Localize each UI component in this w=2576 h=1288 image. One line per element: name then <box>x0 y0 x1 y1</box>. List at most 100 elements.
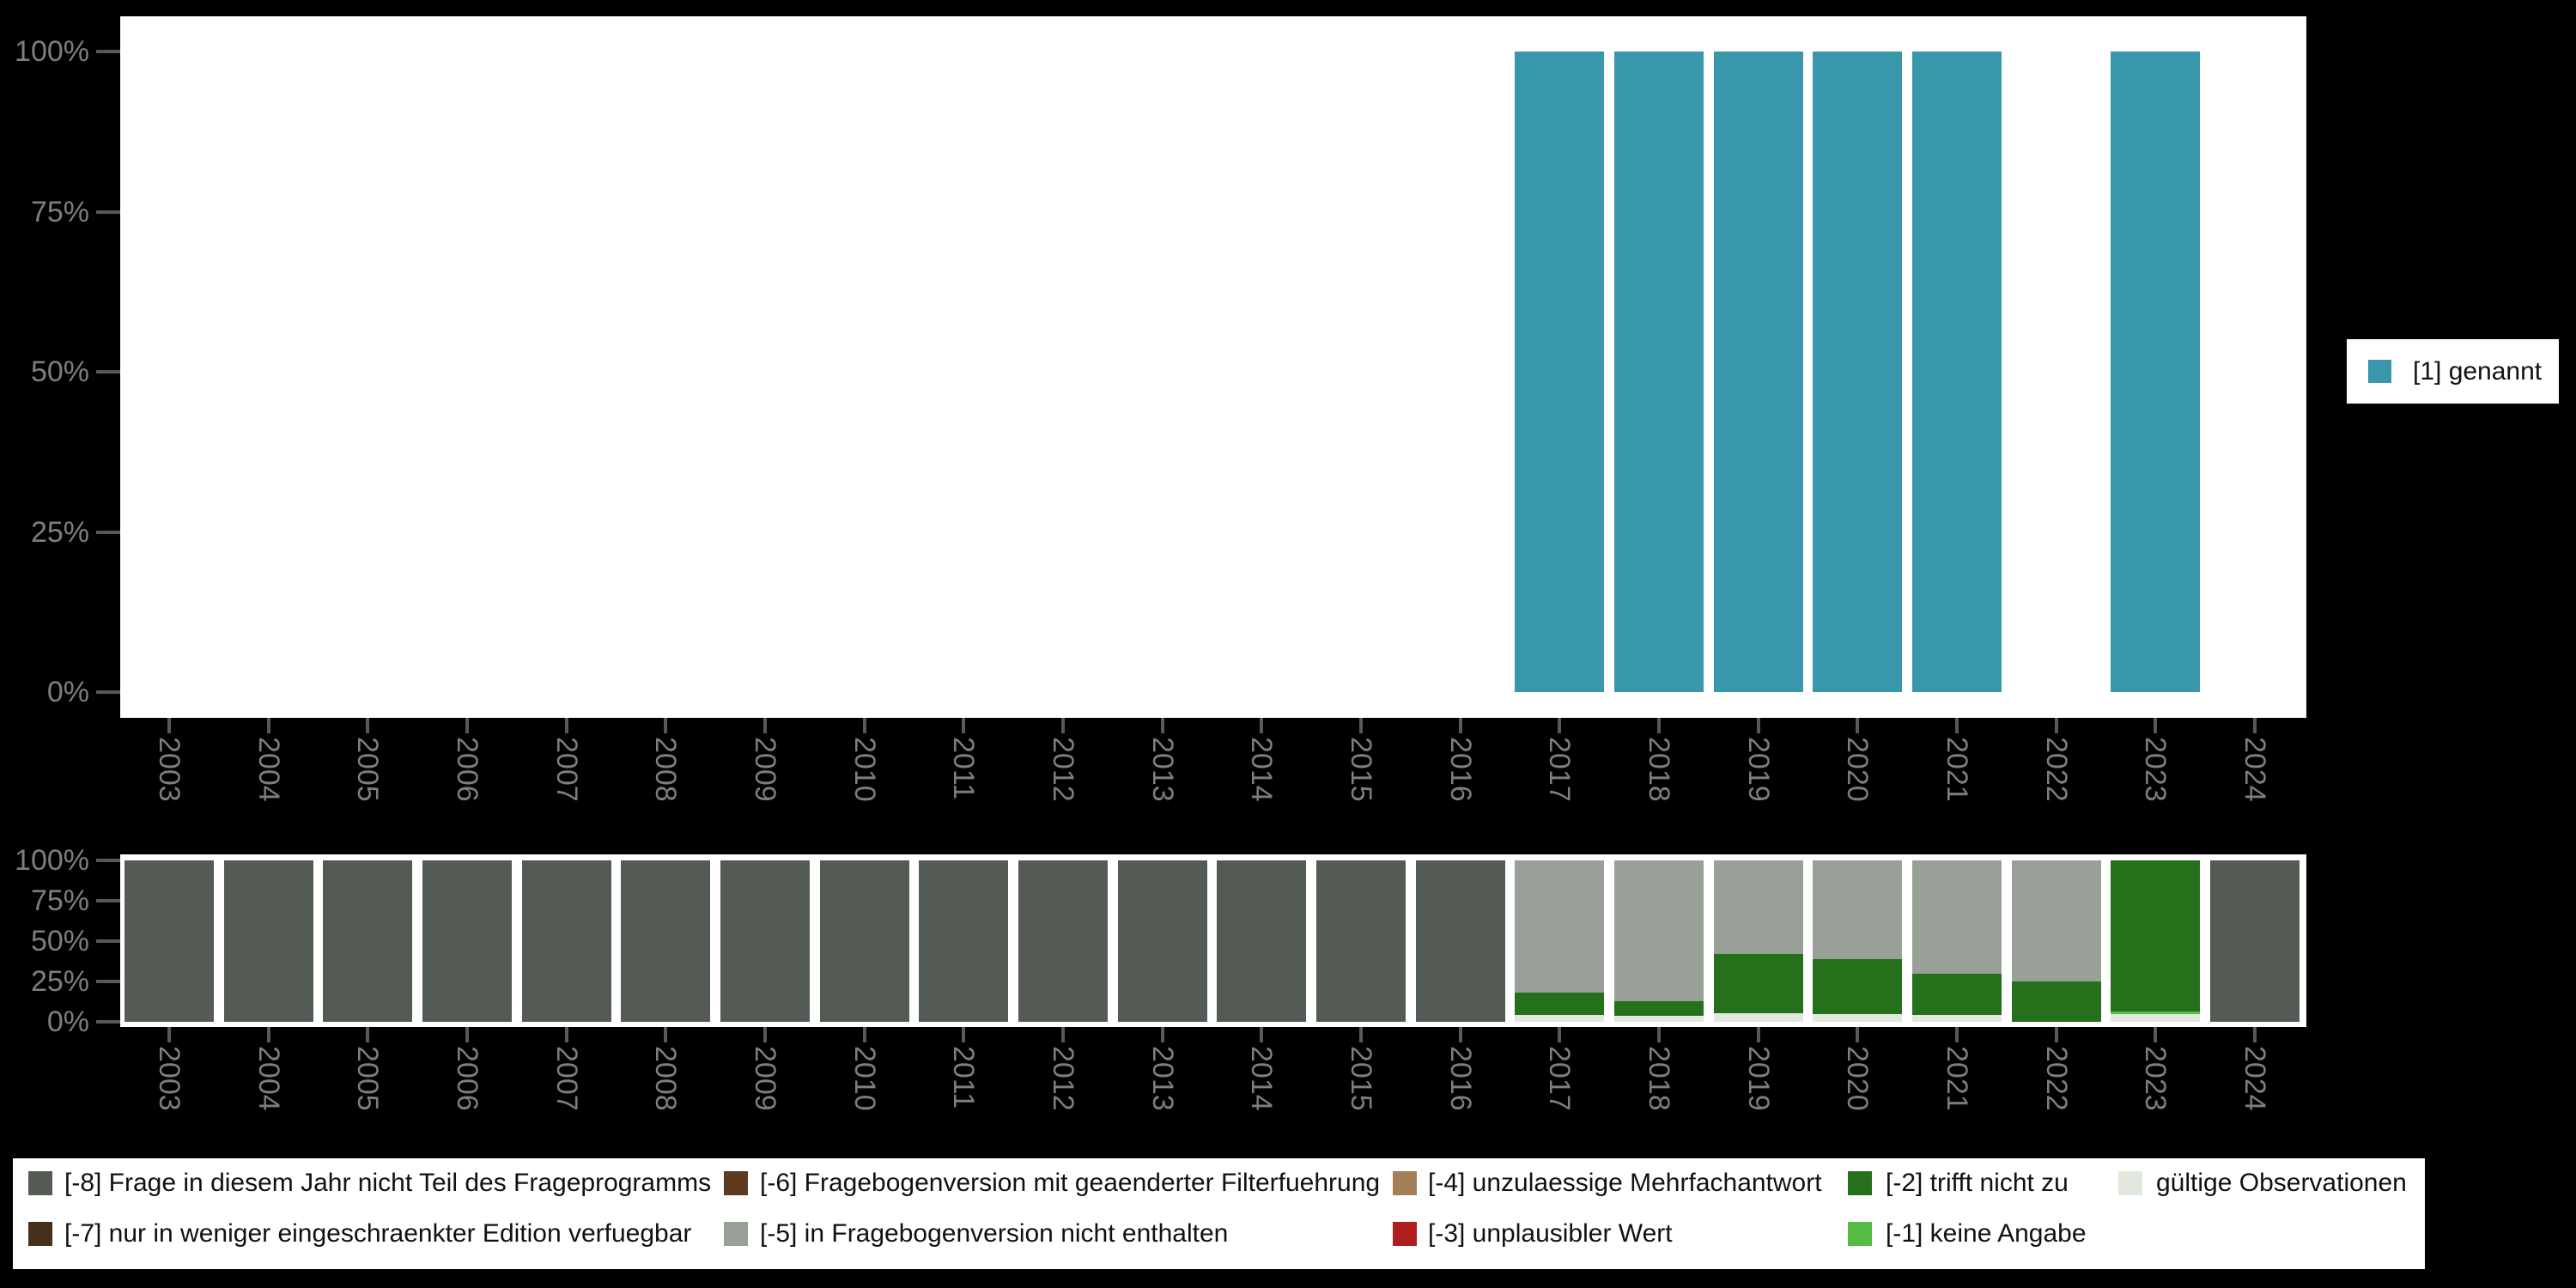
y-axis-tick <box>96 899 120 902</box>
x-tick-label: 2003 <box>153 737 185 802</box>
bar-segment-2004 <box>223 860 313 1022</box>
y-axis-tick <box>96 939 120 943</box>
bar-2020 <box>1813 52 1903 692</box>
x-axis-tick <box>266 1027 270 1042</box>
y-tick-label: 0% <box>46 1005 89 1038</box>
y-axis-tick <box>96 690 120 694</box>
x-tick-label: 2008 <box>649 737 683 802</box>
y-tick-label: 100% <box>15 844 89 877</box>
y-axis-tick <box>96 530 120 534</box>
bar-segment-2020 <box>1813 1013 1903 1022</box>
y-tick-label: 75% <box>30 884 89 917</box>
bar-segment-2023 <box>2111 860 2201 1012</box>
x-tick-label: 2009 <box>749 1046 781 1111</box>
bar-segment-2023 <box>2111 1013 2201 1022</box>
x-axis-tick <box>167 718 171 733</box>
bar-segment-2006 <box>422 860 512 1022</box>
x-tick-label: 2017 <box>1543 737 1577 802</box>
x-axis-tick <box>564 718 568 733</box>
x-tick-label: 2022 <box>2039 737 2073 802</box>
x-axis-tick <box>266 718 270 733</box>
x-axis-tick <box>366 1027 370 1042</box>
legend-swatch <box>724 1222 748 1246</box>
bar-segment-2009 <box>720 860 810 1022</box>
x-tick-label: 2013 <box>1145 1046 1179 1111</box>
bar-segment-2021 <box>1912 973 2002 1015</box>
bar-segment-2018 <box>1614 1016 1704 1022</box>
bar-segment-2024 <box>2210 860 2300 1022</box>
x-tick-label: 2020 <box>1841 737 1874 802</box>
x-axis-tick <box>862 1027 866 1042</box>
x-tick-label: 2014 <box>1245 1046 1279 1111</box>
legend-swatch <box>724 1171 748 1195</box>
y-tick-label: 100% <box>15 35 89 68</box>
x-tick-label: 2004 <box>252 737 285 802</box>
bar-segment-2019 <box>1713 860 1803 955</box>
x-tick-label: 2003 <box>153 1046 185 1111</box>
bar-segment-2005 <box>323 860 413 1022</box>
x-tick-label: 2016 <box>1443 1046 1477 1111</box>
bar-segment-2011 <box>919 860 1009 1022</box>
x-axis-tick <box>1756 1027 1760 1042</box>
y-tick-label: 25% <box>30 515 89 549</box>
top-chart-panel <box>120 16 2306 718</box>
x-axis-tick <box>2154 1027 2158 1042</box>
x-axis-tick <box>2253 718 2257 733</box>
bar-2017 <box>1515 52 1605 692</box>
y-tick-label: 50% <box>30 355 89 388</box>
bar-2021 <box>1912 52 2002 692</box>
bar-segment-2012 <box>1018 860 1108 1022</box>
y-tick-label: 50% <box>30 925 89 957</box>
x-tick-label: 2007 <box>550 737 583 802</box>
x-tick-label: 2011 <box>947 737 981 800</box>
x-tick-label: 2015 <box>1345 737 1377 802</box>
x-axis-tick <box>1458 1027 1462 1042</box>
x-tick-label: 2013 <box>1145 737 1179 802</box>
x-tick-label: 2004 <box>252 1046 285 1111</box>
bar-segment-2022 <box>2011 981 2101 1022</box>
x-axis-tick <box>1160 1027 1164 1042</box>
legend-label-genannt: [1] genannt <box>2413 356 2543 386</box>
bar-segment-2017 <box>1515 1014 1605 1022</box>
x-axis-tick <box>1756 718 1760 733</box>
x-tick-label: 2023 <box>2139 1046 2172 1111</box>
bar-segment-2017 <box>1515 860 1605 993</box>
bar-segment-2022 <box>2011 860 2101 981</box>
x-axis-tick <box>1160 718 1164 733</box>
x-axis-tick <box>1359 1027 1363 1042</box>
x-tick-label: 2010 <box>848 1046 881 1111</box>
x-tick-label: 2019 <box>1741 1046 1775 1111</box>
legend-swatch <box>28 1171 52 1195</box>
x-tick-label: 2006 <box>451 1046 483 1111</box>
bar-segment-2023 <box>2111 1011 2201 1014</box>
y-tick-label: 0% <box>46 676 89 708</box>
legend-item-label: [-6] Fragebogenversion mit geaenderter F… <box>760 1169 1381 1197</box>
legend-item-label: [-8] Frage in diesem Jahr nicht Teil des… <box>64 1169 712 1197</box>
bar-segment-2017 <box>1515 993 1605 1015</box>
x-tick-label: 2024 <box>2239 737 2271 802</box>
x-axis-tick <box>962 1027 966 1042</box>
x-axis-tick <box>2054 1027 2058 1042</box>
x-axis-tick <box>1061 1027 1065 1042</box>
x-axis-tick <box>2253 1027 2257 1042</box>
x-axis-tick <box>1359 718 1363 733</box>
x-axis-tick <box>1260 1027 1264 1042</box>
bar-segment-2020 <box>1813 860 1903 959</box>
bar-2019 <box>1713 52 1803 692</box>
legend-swatch <box>1848 1171 1872 1195</box>
x-tick-label: 2021 <box>1941 1046 1973 1111</box>
x-axis-tick <box>664 718 668 733</box>
x-tick-label: 2014 <box>1245 737 1279 802</box>
legend-item-label: gültige Observationen <box>2156 1169 2407 1197</box>
bar-2023 <box>2111 52 2201 692</box>
x-tick-label: 2007 <box>550 1046 583 1111</box>
x-axis-tick <box>862 718 866 733</box>
legend-swatch <box>1393 1222 1417 1246</box>
bar-segment-2014 <box>1217 860 1307 1022</box>
x-axis-tick <box>1260 718 1264 733</box>
y-axis-tick <box>96 980 120 983</box>
x-tick-label: 2010 <box>848 737 881 802</box>
x-tick-label: 2018 <box>1643 737 1675 802</box>
y-axis-tick <box>96 859 120 862</box>
